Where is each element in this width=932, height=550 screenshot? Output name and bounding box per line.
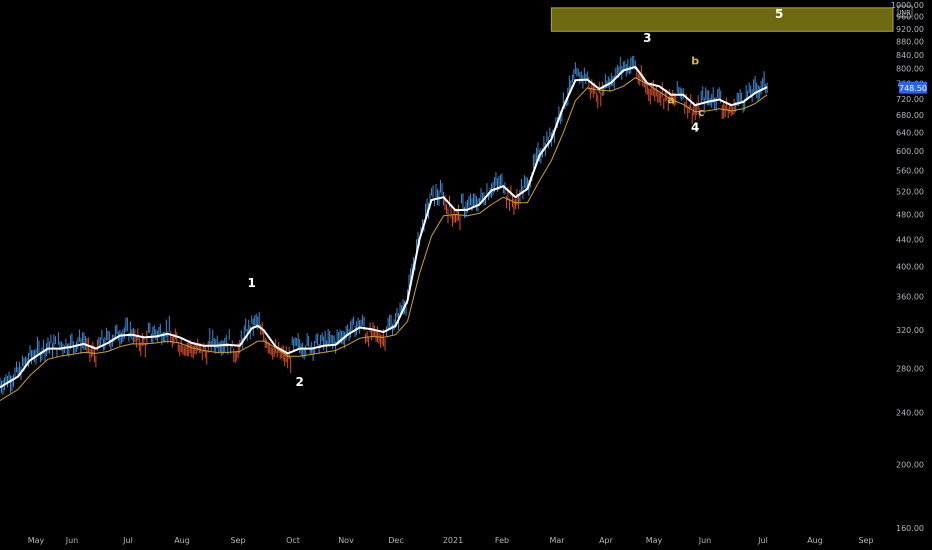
currency-label: INR <box>899 9 911 17</box>
price-tick: 720.00 <box>896 95 924 104</box>
price-tick: 800.00 <box>896 65 924 74</box>
price-tick: 240.00 <box>896 408 924 417</box>
price-tick: 320.00 <box>896 326 924 335</box>
month-tick: May <box>646 536 663 545</box>
wave-label: 5 <box>775 7 783 21</box>
wave-label: a <box>668 94 675 107</box>
price-tick: 1000.00 <box>891 1 924 10</box>
wave-label: 4 <box>691 120 699 134</box>
month-tick: Mar <box>549 536 565 545</box>
price-tick: 880.00 <box>896 37 924 46</box>
price-tick: 280.00 <box>896 364 924 373</box>
wave-label: 1 <box>248 276 256 290</box>
moving-average-1 <box>0 65 768 389</box>
moving-averages <box>0 65 768 402</box>
month-tick: 2021 <box>443 536 463 545</box>
wave-label: 3 <box>643 31 651 45</box>
target-zone <box>550 7 894 32</box>
moving-average-2 <box>0 77 768 402</box>
price-tick: 560.00 <box>896 166 924 175</box>
month-tick: May <box>28 536 45 545</box>
wave-label: c <box>698 106 705 119</box>
price-tick: 840.00 <box>896 51 924 60</box>
month-tick: Feb <box>495 536 509 545</box>
price-tick: 360.00 <box>896 293 924 302</box>
month-tick: Jun <box>65 536 79 545</box>
month-tick: Oct <box>286 536 300 545</box>
price-tick: 600.00 <box>896 147 924 156</box>
price-tick: 680.00 <box>896 111 924 120</box>
month-tick: Aug <box>807 536 823 545</box>
month-tick: Jun <box>698 536 712 545</box>
price-tick: 640.00 <box>896 128 924 137</box>
last-price-box <box>899 81 927 94</box>
currency-badge <box>897 5 913 18</box>
last-price-text: 748.50 <box>899 84 927 93</box>
month-tick: Apr <box>599 536 614 545</box>
price-tick: 200.00 <box>896 460 924 469</box>
last-price-label: 748.50 <box>899 81 927 94</box>
month-tick: Nov <box>338 536 354 545</box>
month-tick: Sep <box>230 536 245 545</box>
price-tick: 920.00 <box>896 25 924 34</box>
month-tick: Sep <box>858 536 873 545</box>
month-tick: Jul <box>757 536 768 545</box>
month-tick: Jul <box>122 536 133 545</box>
price-tick: 400.00 <box>896 263 924 272</box>
price-tick: 160.00 <box>896 524 924 533</box>
wave-label: 2 <box>295 375 303 389</box>
wave-label: b <box>691 54 699 67</box>
price-tick: 440.00 <box>896 235 924 244</box>
target-zone-box <box>550 7 894 32</box>
wave-labels: 1 2 3 4 5 a b c <box>248 7 784 389</box>
price-tick: 520.00 <box>896 188 924 197</box>
time-axis[interactable]: May Jun Jul Aug Sep Oct Nov Dec 2021 Feb Mar Apr May… <box>28 536 874 545</box>
month-tick: Aug <box>174 536 190 545</box>
price-tick: 480.00 <box>896 210 924 219</box>
month-tick: Dec <box>388 536 403 545</box>
